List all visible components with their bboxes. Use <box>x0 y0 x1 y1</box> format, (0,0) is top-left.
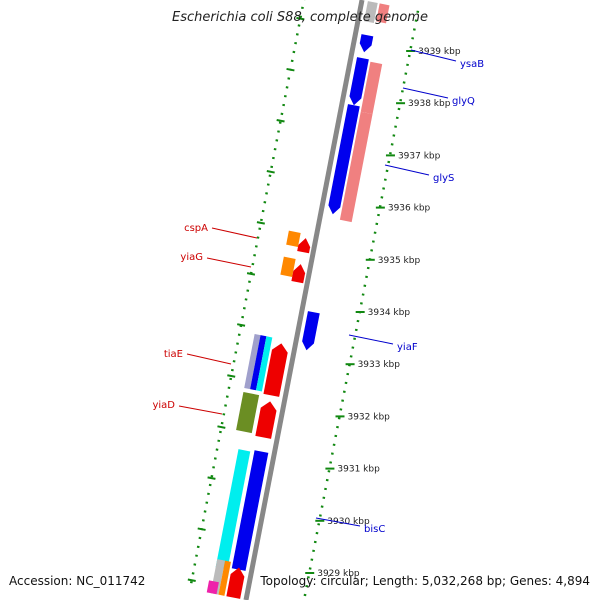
gene-label-leader-yiaG <box>206 257 252 268</box>
left-scale-tick <box>276 119 285 123</box>
scale-tick-label: 3939 kbp <box>418 47 461 57</box>
gene-label-cspA: cspA <box>184 223 208 234</box>
scale-tick-label: 3931 kbp <box>337 465 380 475</box>
left-scale-tick <box>217 425 226 429</box>
gene-feature-tiaE-lilac <box>244 334 261 390</box>
gene-label-leader-bisC <box>315 517 361 527</box>
left-scale-tick <box>266 170 275 174</box>
left-scale-tick <box>187 578 196 582</box>
gene-feature-bottom-magenta <box>206 580 219 595</box>
gene-label-glyS: glyS <box>433 173 454 184</box>
left-scale-tick <box>227 374 236 378</box>
gene-feature-bottom-red <box>226 567 245 599</box>
gene-feature-yiaD-olive <box>236 392 260 434</box>
gene-feature-cspA <box>286 230 301 247</box>
scale-tick-label: 3938 kbp <box>408 99 451 109</box>
scale-tick-label: 3936 kbp <box>388 204 431 214</box>
gene-label-leader-glyS <box>384 164 430 176</box>
gene-label-leader-cspA <box>211 227 258 239</box>
gene-label-glyQ: glyQ <box>452 96 475 107</box>
left-scale-tick <box>237 323 246 327</box>
scale-tick-label: 3935 kbp <box>378 256 421 266</box>
gene-feature-bisC-cyan <box>215 449 251 570</box>
gene-label-leader-yiaF <box>348 334 394 345</box>
left-scale-tick <box>197 527 206 531</box>
gene-feature-bottom-orange <box>218 560 231 596</box>
gene-feature-top-salmon <box>376 3 390 24</box>
scale-tick-label: 3929 kbp <box>317 569 360 579</box>
left-scale-tick <box>286 67 295 72</box>
gene-feature-glyQ-band <box>360 61 383 115</box>
gene-feature-yiaG <box>280 256 296 277</box>
gene-label-yiaG: yiaG <box>180 252 203 263</box>
scale-tick-label: 3937 kbp <box>398 151 441 161</box>
left-scale-tick <box>246 272 256 276</box>
gene-label-leader-yiaD <box>178 405 223 415</box>
gene-label-bisC: bisC <box>364 524 385 535</box>
gene-feature-cspA-red <box>297 238 311 254</box>
genome-summary-text: Topology: circular; Length: 5,032,268 bp… <box>260 574 590 588</box>
left-scale-tick <box>256 221 265 225</box>
genome-backbone <box>243 0 365 601</box>
gene-feature-top-grey <box>364 1 378 24</box>
gene-label-leader-glyQ <box>402 87 449 99</box>
gene-label-leader-ysaB <box>410 49 457 62</box>
scale-tick-label: 3930 kbp <box>327 517 370 527</box>
gene-label-yiaF: yiaF <box>397 342 418 353</box>
scale-tick-label: 3933 kbp <box>358 360 401 370</box>
gene-feature-tiaE-cyan <box>255 336 273 392</box>
gene-feature-ysaB <box>359 34 374 53</box>
scale-tick-label: 3932 kbp <box>347 412 390 422</box>
left-scale-tick <box>296 16 305 21</box>
gene-feature-bisC-blue <box>231 450 269 571</box>
gene-label-ysaB: ysaB <box>460 59 484 70</box>
gene-feature-glyS-band <box>339 111 373 223</box>
gene-label-yiaD: yiaD <box>152 400 175 411</box>
map-title: Escherichia coli S88, complete genome <box>172 10 428 25</box>
scale-tick-label: 3934 kbp <box>368 308 411 318</box>
gene-feature-glyQ <box>349 57 369 106</box>
gene-label-leader-tiaE <box>186 353 232 365</box>
gene-feature-tiaE-red <box>263 343 288 397</box>
gene-feature-yiaF <box>302 311 320 351</box>
accession-text: Accession: NC_011742 <box>9 574 146 588</box>
gene-feature-yiaG-red <box>291 264 306 284</box>
left-scale-tick <box>207 476 216 480</box>
gene-feature-yiaD-red <box>255 401 277 439</box>
gene-label-tiaE: tiaE <box>164 349 183 360</box>
gene-feature-tiaE-blue <box>250 335 267 391</box>
gene-feature-glyS <box>328 104 360 215</box>
